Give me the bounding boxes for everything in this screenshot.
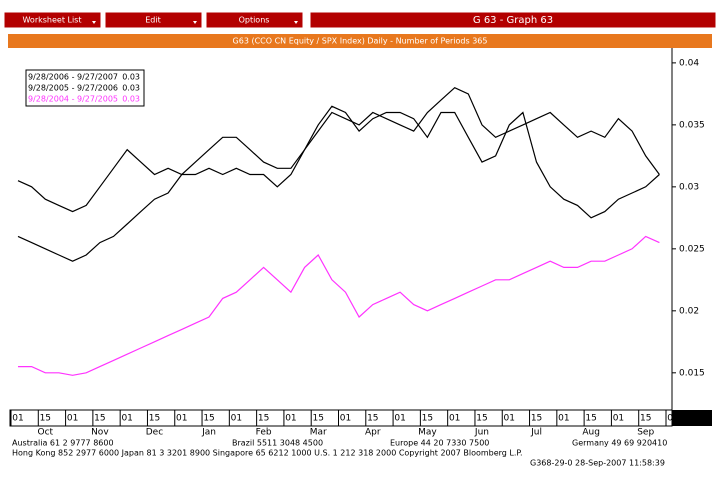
toolbar-button-label[interactable]: Options (239, 16, 270, 25)
month-label: Sep (637, 428, 654, 438)
title-bar (8, 34, 712, 48)
x-tick-label: 15 (422, 414, 433, 424)
screen-title: G 63 - Graph 63 (473, 15, 553, 26)
footer-text: Hong Kong 852 2977 6000 Japan 81 3 3201 … (12, 449, 523, 458)
legend-value: 0.03 (122, 84, 140, 93)
legend-label: 9/28/2004 - 9/27/2005 (28, 95, 118, 104)
dropdown-arrow (193, 21, 197, 24)
x-tick-label: 01 (504, 414, 515, 424)
x-tick-label: 01 (176, 414, 187, 424)
chart-title: G63 (CCO CN Equity / SPX Index) Daily - … (233, 37, 488, 46)
x-tick-label: 01 (613, 414, 624, 424)
y-tick-label: 0.025 (679, 244, 705, 254)
x-tick-label: 15 (476, 414, 487, 424)
x-tick-label: 01 (285, 414, 296, 424)
month-label: May (418, 428, 437, 438)
footer-text: Europe 44 20 7330 7500 (390, 439, 489, 448)
dropdown-arrow (92, 21, 96, 24)
y-tick-label: 0.035 (679, 120, 705, 130)
y-tick-label: 0.015 (679, 368, 705, 378)
toolbar-button-label[interactable]: Edit (145, 16, 161, 25)
month-label: Mar (310, 428, 327, 438)
toolbar-button[interactable] (104, 11, 203, 29)
series-line (17, 86, 660, 213)
footer-bg (0, 438, 720, 477)
x-tick-label: 15 (94, 414, 105, 424)
month-label: Jan (201, 428, 216, 438)
x-tick-label: 01 (449, 414, 460, 424)
month-label: Jul (530, 428, 542, 438)
x-tick-label: 15 (203, 414, 214, 424)
x-tick-label: 15 (40, 414, 51, 424)
y-tick-label: 0.02 (679, 306, 699, 316)
x-tick-label: 01 (67, 414, 78, 424)
month-label: Feb (256, 428, 272, 438)
x-tick-label: 15 (585, 414, 596, 424)
x-tick-label: 15 (531, 414, 542, 424)
legend-box (25, 69, 145, 107)
legend-label: 9/28/2006 - 9/27/2007 (28, 73, 118, 82)
month-label: Aug (582, 428, 600, 438)
x-tick-label: 01 (667, 414, 678, 424)
x-tick-label: 15 (258, 414, 269, 424)
x-tick-label: 01 (12, 414, 23, 424)
legend-value: 0.03 (122, 73, 140, 82)
series-line (18, 235, 660, 376)
x-tick-label: 01 (558, 414, 569, 424)
x-tick-label: 15 (312, 414, 323, 424)
month-label: Apr (365, 428, 381, 438)
x-tick-label: 01 (231, 414, 242, 424)
x-tick-label: 15 (367, 414, 378, 424)
x-tick-label: 01 (340, 414, 351, 424)
footer-text: G368-29-0 28-Sep-2007 11:58:39 (530, 459, 665, 468)
y-tick-label: 0.04 (679, 58, 699, 68)
screen-title-bar (309, 11, 717, 29)
month-label: Oct (38, 428, 54, 438)
toolbar-button[interactable] (205, 11, 304, 29)
month-label: Dec (146, 428, 163, 438)
legend-label: 9/28/2005 - 9/27/2006 (28, 84, 118, 93)
x-tick-label: 01 (394, 414, 405, 424)
x-tick-label: 15 (149, 414, 160, 424)
month-label: Jun (474, 428, 489, 438)
month-label: Nov (91, 428, 109, 438)
series-line (17, 105, 660, 262)
legend-value: 0.03 (122, 95, 140, 104)
x-tick-label: 15 (640, 414, 651, 424)
toolbar-button-label[interactable]: Worksheet List (22, 16, 81, 25)
y-tick-label: 0.03 (679, 182, 699, 192)
toolbar-button[interactable] (3, 11, 102, 29)
plot-bg (10, 48, 712, 410)
footer-text: Australia 61 2 9777 8600 (12, 439, 114, 448)
footer-text: Brazil 5511 3048 4500 (232, 439, 323, 448)
dropdown-arrow (294, 21, 298, 24)
footer-text: Germany 49 69 920410 (572, 439, 667, 448)
x-tick-label: 01 (121, 414, 132, 424)
tick-row-end (672, 410, 712, 426)
